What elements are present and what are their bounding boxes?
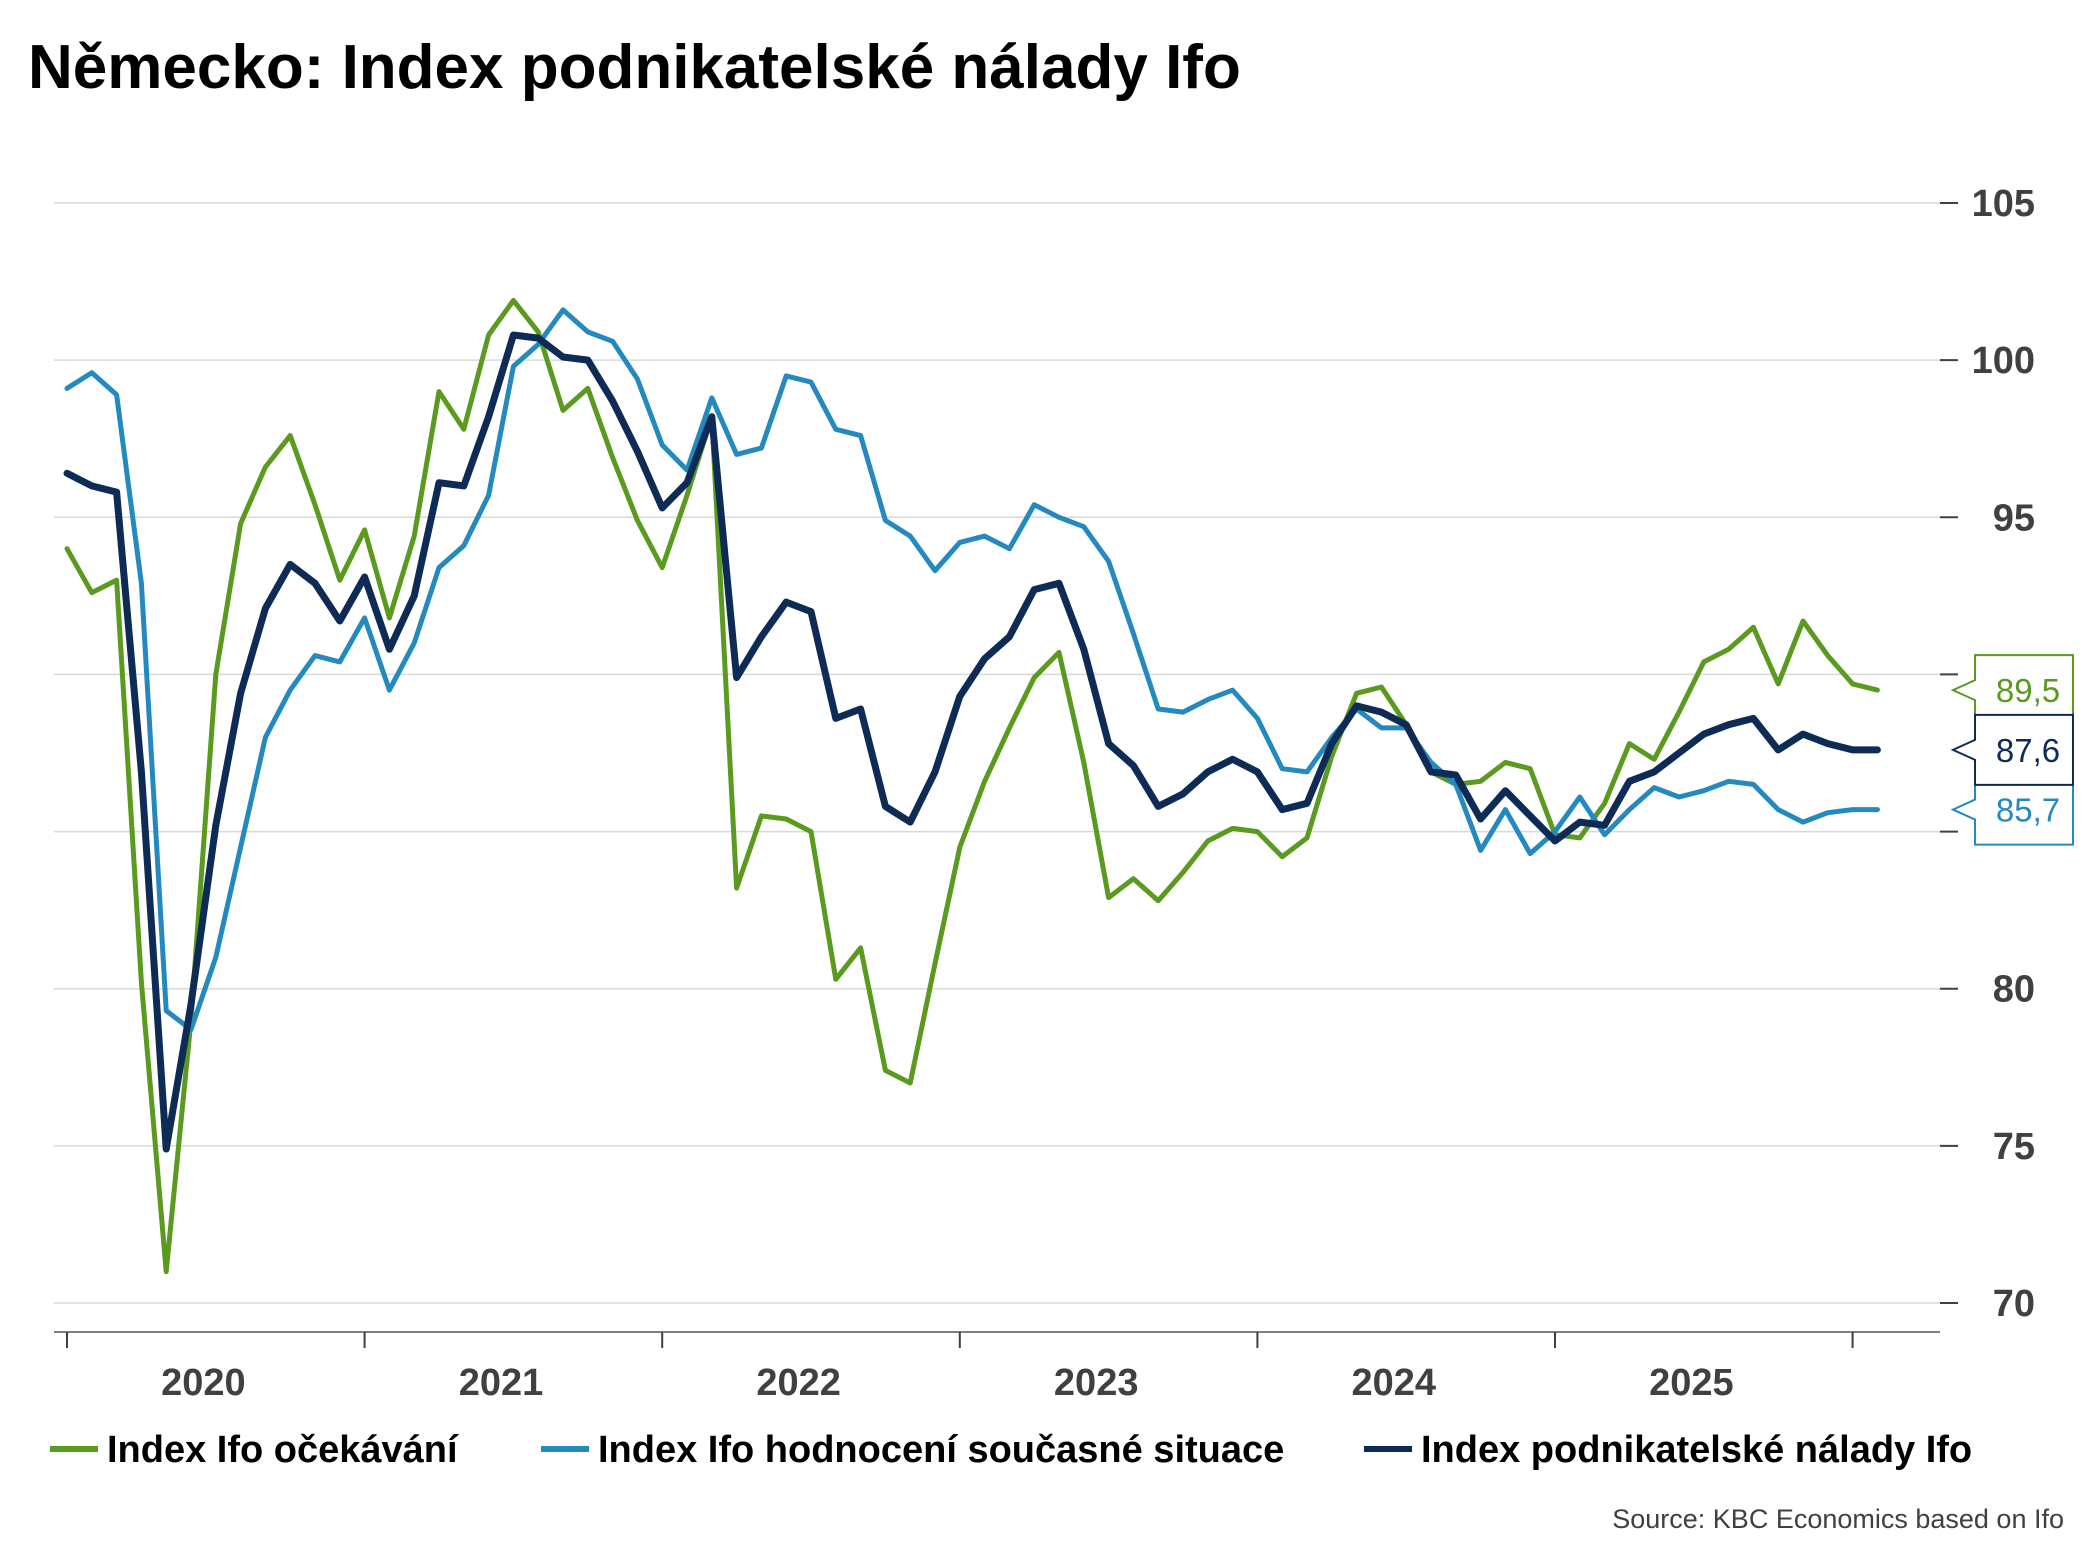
callout-box-3 [1950,713,2074,786]
y-tick-label: 100 [1972,340,2035,382]
y-tick-label: 80 [1993,969,2035,1011]
x-tick-label: 2020 [161,1362,246,1404]
legend-label-2: Index Ifo hodnocení současné situace [598,1429,1284,1471]
x-tick-label: 2022 [756,1362,841,1404]
legend: Index Ifo očekávání Index Ifo hodnocení s… [50,1429,1972,1471]
last-value-callouts: 89,5 85,7 87,6 [1950,654,2074,846]
x-tick-label: 2024 [1352,1362,1437,1404]
y-tick-label: 105 [1972,183,2035,225]
series-line-3 [63,331,1881,1153]
legend-label-1: Index Ifo očekávání [107,1429,459,1471]
legend-label-3: Index podnikatelské nálady Ifo [1421,1429,1972,1471]
callout-label-2: 85,7 [1996,792,2060,829]
y-tick-label: 95 [1993,497,2035,539]
y-axis: 707580859095100105 [1940,183,2035,1325]
x-axis: 2020 2021 2022 2023 2024 2025 [54,1331,1940,1404]
series-lines [63,297,1881,1275]
x-tick-label: 2023 [1054,1362,1139,1404]
callout-box-1 [1950,654,2074,727]
series-line-1 [64,297,1880,1275]
chart-title: Německo: Index podnikatelské nálady Ifo [28,33,1241,102]
x-tick-label: 2025 [1649,1362,1734,1404]
gridlines [54,202,1940,1304]
series-line-2 [64,307,1880,1033]
callout-label-3: 87,6 [1996,732,2060,769]
y-tick-label: 70 [1993,1283,2035,1325]
source-note: Source: KBC Economics based on Ifo [1612,1504,2064,1534]
callout-label-1: 89,5 [1996,672,2060,709]
y-tick-label: 75 [1993,1126,2035,1168]
callout-box-2 [1950,773,2074,846]
x-tick-label: 2021 [459,1362,544,1404]
